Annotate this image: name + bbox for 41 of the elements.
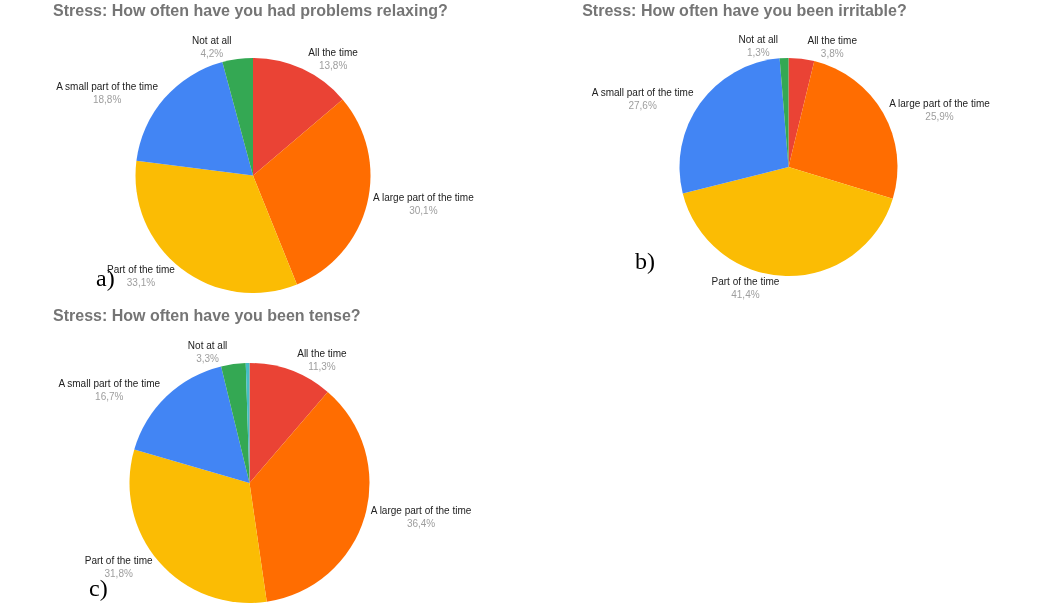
- slice-label: A large part of the time: [889, 98, 991, 110]
- text: b): [635, 248, 655, 274]
- pie-slice: [788, 61, 898, 199]
- data-label: 16,7%: [95, 391, 124, 403]
- pie-slice: [682, 167, 893, 276]
- data-label: 13,8%: [318, 59, 348, 71]
- pie-slice: [222, 58, 253, 176]
- slice-label: A large part of the time: [373, 192, 475, 204]
- data-label: 3,3%: [196, 353, 220, 365]
- slice-label: All the time: [297, 347, 348, 359]
- pie-slice: [253, 99, 371, 285]
- data-label: 36,4%: [406, 518, 436, 530]
- pie-slice: [245, 363, 250, 483]
- chart-title: Stress: How often have you been tense?: [53, 306, 361, 324]
- slice-label: Part of the time: [84, 554, 153, 566]
- data-label: 11,3%: [308, 360, 336, 372]
- data-label: 4,2%: [200, 48, 224, 60]
- data-label: 41,4%: [731, 288, 760, 300]
- data-label: 33,1%: [126, 277, 156, 289]
- slice-label: Not at all: [738, 34, 779, 46]
- slice-label: All the time: [807, 34, 858, 46]
- data-label: 31,8%: [104, 567, 133, 579]
- slice-label: Part of the time: [711, 275, 780, 287]
- slice-label: All the time: [308, 46, 359, 58]
- slice-label: A small part of the time: [58, 378, 161, 390]
- data-label: 27,6%: [628, 100, 657, 112]
- data-label: 18,8%: [92, 94, 122, 106]
- data-label: 25,9%: [925, 111, 954, 123]
- data-label: 3,8%: [820, 47, 844, 59]
- chart-title: Stress: How often have you had problems relaxing?: [53, 1, 448, 19]
- slice-label: A large part of the time: [370, 505, 472, 517]
- pie-slice: [779, 58, 789, 167]
- slice-label: Not at all: [187, 340, 228, 352]
- slice-label: A small part of the time: [56, 81, 159, 93]
- slice-label: A small part of the time: [591, 87, 694, 99]
- slice-label: Not at all: [192, 35, 232, 47]
- data-label: 30,1%: [409, 205, 438, 217]
- pie-slice: [136, 62, 253, 176]
- chart-title: Stress: How often have you been irritable?: [582, 1, 907, 19]
- pie-slice: [249, 392, 370, 602]
- data-label: 1,3%: [746, 47, 770, 59]
